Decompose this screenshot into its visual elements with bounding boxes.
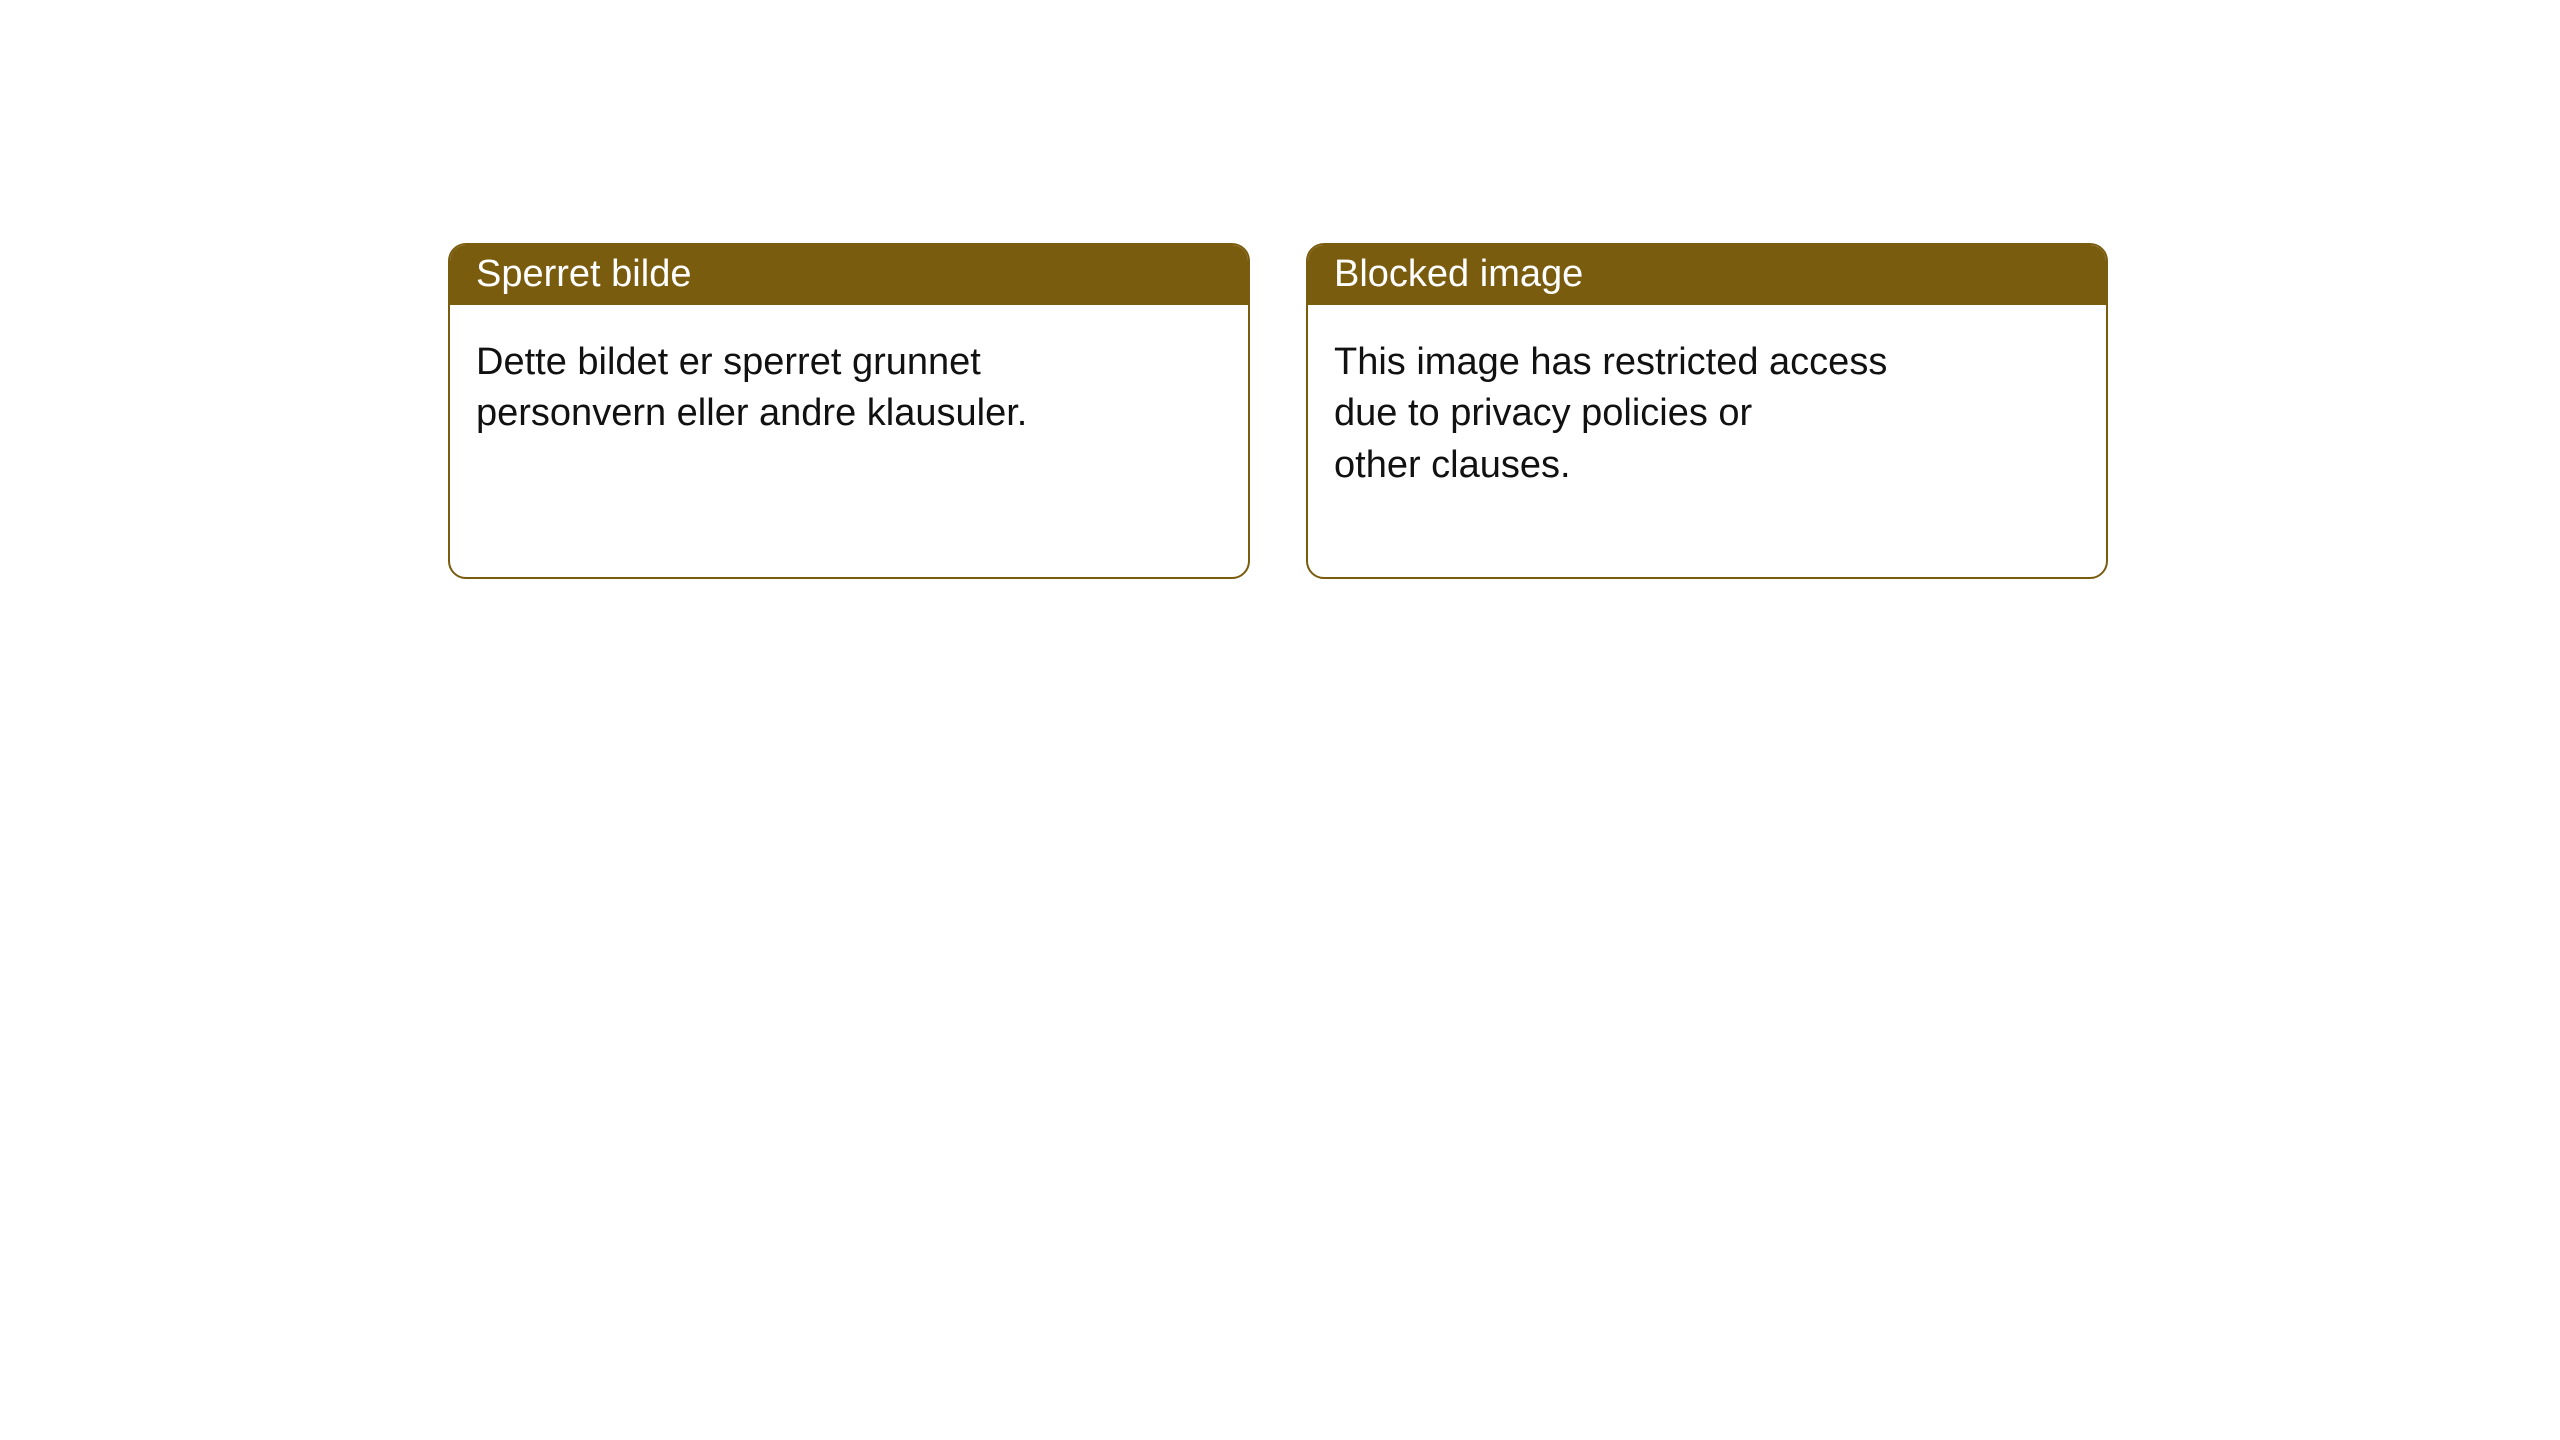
notice-body-norwegian: Dette bildet er sperret grunnet personve… — [450, 305, 1248, 577]
notice-card-english: Blocked image This image has restricted … — [1306, 243, 2108, 579]
notice-title-english: Blocked image — [1308, 245, 2106, 305]
notice-title-norwegian: Sperret bilde — [450, 245, 1248, 305]
notice-container: Sperret bilde Dette bildet er sperret gr… — [0, 0, 2560, 579]
notice-card-norwegian: Sperret bilde Dette bildet er sperret gr… — [448, 243, 1250, 579]
notice-body-english: This image has restricted access due to … — [1308, 305, 2106, 577]
